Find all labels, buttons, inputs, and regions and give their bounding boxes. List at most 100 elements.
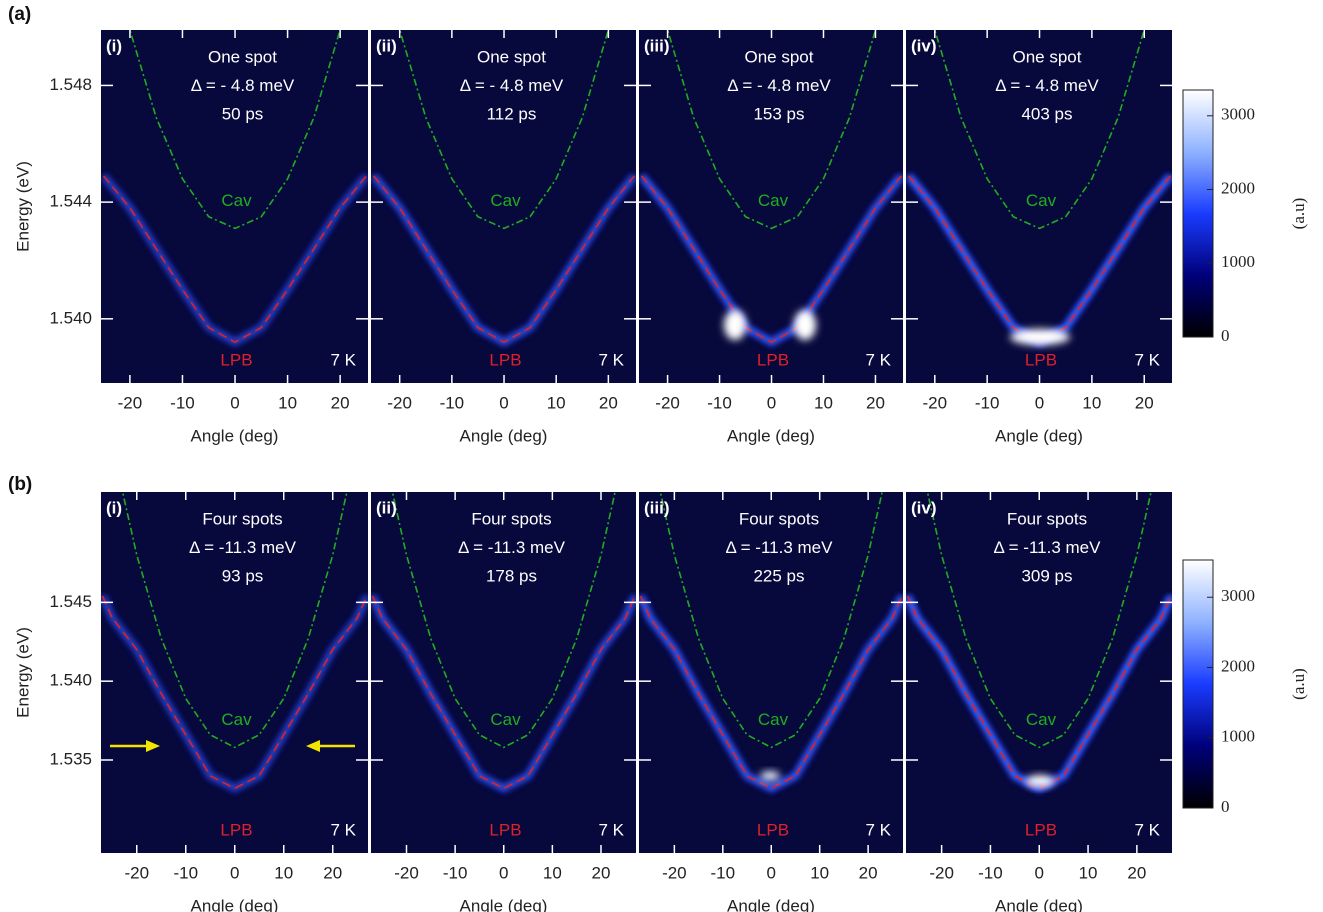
x-tick-label: 0 <box>499 393 508 412</box>
temperature: 7 K <box>865 350 891 369</box>
temperature: 7 K <box>1134 820 1160 839</box>
dispersion-curve <box>933 30 1146 230</box>
panel-text: Δ = - 4.8 meV <box>460 76 564 95</box>
x-axis-label: Angle (deg) <box>995 896 1083 912</box>
x-tick-label: 10 <box>278 393 297 412</box>
curve-label: LPB <box>220 820 252 839</box>
dispersion-curve <box>101 595 368 790</box>
panel-text: Δ = -11.3 meV <box>994 538 1102 557</box>
x-tick-label: -20 <box>387 393 412 412</box>
x-tick-label: 20 <box>866 393 885 412</box>
dispersion-curve <box>102 175 368 344</box>
x-tick-label: -10 <box>711 863 736 882</box>
panel-text: 403 ps <box>1021 104 1072 123</box>
arrow <box>110 740 355 752</box>
x-tick-label: 0 <box>767 393 776 412</box>
panel-background <box>101 30 368 383</box>
curve-label: LPB <box>1025 350 1057 369</box>
x-tick-label: -20 <box>662 863 687 882</box>
x-tick-label: 20 <box>1135 393 1154 412</box>
dispersion-curve <box>666 30 877 230</box>
dispersion-curve <box>659 492 883 749</box>
curve-label: Cav <box>490 191 521 210</box>
x-tick-label: 20 <box>599 393 618 412</box>
curve-label: Cav <box>1026 710 1057 729</box>
bright-spot <box>794 310 816 340</box>
panel-text: Δ = - 4.8 meV <box>727 76 831 95</box>
dispersion-curve <box>906 595 1172 790</box>
temperature: 7 K <box>865 820 891 839</box>
panel-text: Δ = -11.3 meV <box>189 538 297 557</box>
panel-text: 225 ps <box>753 566 804 585</box>
panel <box>101 492 368 794</box>
panel-text: Four spots <box>1007 509 1087 528</box>
colorbar-tick-label: 3000 <box>1221 586 1255 605</box>
panel-text: 153 ps <box>753 104 804 123</box>
x-tick-label: 10 <box>1079 863 1098 882</box>
dispersion-curve <box>926 492 1152 749</box>
bright-spot <box>760 771 780 781</box>
panel-text: Δ = - 4.8 meV <box>995 76 1099 95</box>
panel <box>639 492 903 794</box>
panel-index: (iv) <box>911 498 937 517</box>
panel-text: Four spots <box>739 509 819 528</box>
x-tick-label: 10 <box>543 863 562 882</box>
x-tick-label: 0 <box>1035 393 1044 412</box>
x-tick-label: 20 <box>331 393 350 412</box>
y-tick-label: 1.544 <box>49 192 92 211</box>
panel <box>101 30 368 348</box>
y-tick-label: 1.545 <box>49 592 92 611</box>
curve-label: Cav <box>221 191 252 210</box>
x-tick-label: 0 <box>767 863 776 882</box>
x-tick-label: 20 <box>1127 863 1146 882</box>
panel-index: (ii) <box>376 36 397 55</box>
x-tick-label: -10 <box>975 393 1000 412</box>
x-tick-label: -20 <box>929 863 954 882</box>
colorbar-tick-label: 1000 <box>1221 252 1255 271</box>
panel-index: (ii) <box>376 498 397 517</box>
curve-label: LPB <box>220 350 252 369</box>
panel-background <box>906 30 1172 383</box>
panel-text: One spot <box>477 47 546 66</box>
x-tick-label: -20 <box>394 863 419 882</box>
colorbar <box>1182 559 1214 809</box>
panel <box>906 492 1172 794</box>
panel-label: (a) <box>8 4 31 25</box>
panel-text: Δ = - 4.8 meV <box>191 76 295 95</box>
panel-text: 112 ps <box>487 104 537 123</box>
y-tick-label: 1.535 <box>49 749 92 768</box>
curve-label: Cav <box>758 191 789 210</box>
temperature: 7 K <box>598 820 624 839</box>
dispersion-curve <box>640 175 903 344</box>
x-tick-label: 0 <box>499 863 508 882</box>
y-tick-label: 1.548 <box>49 75 92 94</box>
dispersion-curve <box>371 595 636 790</box>
panel-text: 178 ps <box>486 566 537 585</box>
panel-text: One spot <box>208 47 277 66</box>
x-axis-label: Angle (deg) <box>191 896 279 912</box>
bright-spot <box>724 310 746 340</box>
x-tick-label: 0 <box>1035 863 1044 882</box>
panel-text: One spot <box>1013 47 1082 66</box>
x-tick-label: 20 <box>592 863 611 882</box>
panel <box>639 30 903 348</box>
x-tick-label: -20 <box>124 863 149 882</box>
dispersion-curve <box>639 595 903 790</box>
plots: (a) Energy (eV) 1.540 1.544 1.548 -20 -10 0 10 20… <box>8 4 1308 912</box>
dispersion-curve <box>121 492 348 749</box>
panel-text: 309 ps <box>1021 566 1072 585</box>
curve-label: LPB <box>757 820 789 839</box>
dispersion-curve <box>372 175 636 344</box>
curve-label: LPB <box>757 350 789 369</box>
dispersion-curve <box>391 492 616 749</box>
x-tick-label: -10 <box>707 393 732 412</box>
temperature: 7 K <box>598 350 624 369</box>
curve-label: Cav <box>758 710 789 729</box>
x-tick-label: -10 <box>978 863 1003 882</box>
panel <box>371 30 636 348</box>
x-tick-label: 10 <box>814 393 833 412</box>
panel-background <box>639 30 903 383</box>
x-tick-label: 10 <box>547 393 566 412</box>
panel-text: Four spots <box>471 509 551 528</box>
